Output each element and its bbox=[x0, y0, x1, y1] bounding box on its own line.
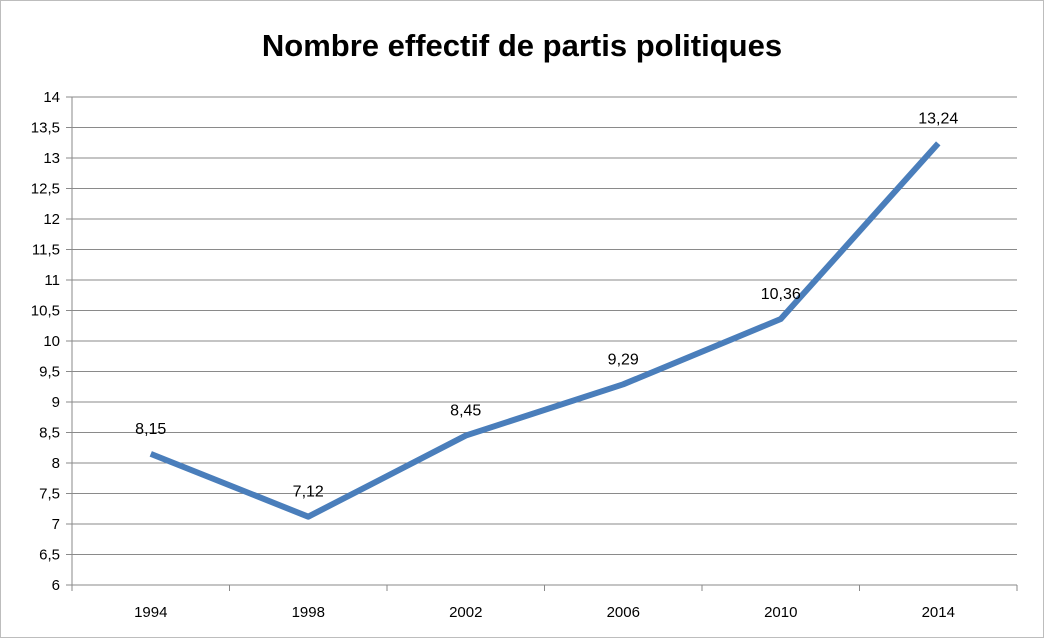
x-tick-label: 2006 bbox=[607, 604, 640, 621]
y-tick-label: 9 bbox=[52, 394, 60, 411]
data-label: 8,45 bbox=[450, 403, 481, 420]
y-tick-label: 8 bbox=[52, 455, 60, 472]
data-label: 9,29 bbox=[608, 351, 639, 368]
y-tick-label: 7,5 bbox=[39, 486, 60, 503]
series-line bbox=[149, 141, 941, 520]
y-tick-label: 13 bbox=[43, 150, 60, 167]
chart-title: Nombre effectif de partis politiques bbox=[261, 28, 783, 63]
y-tick-label: 10,5 bbox=[31, 303, 60, 320]
y-tick-label: 14 bbox=[43, 89, 60, 106]
data-label: 8,15 bbox=[135, 421, 166, 438]
y-tick-label: 13,5 bbox=[31, 120, 60, 137]
x-tick-label: 1994 bbox=[134, 604, 167, 621]
y-tick-label: 9,5 bbox=[39, 364, 60, 381]
y-tick-label: 6 bbox=[52, 577, 60, 594]
data-label: 10,36 bbox=[761, 286, 801, 303]
y-tick-label: 11,5 bbox=[32, 242, 60, 259]
x-tick-label: 2010 bbox=[764, 604, 797, 621]
data-label: 7,12 bbox=[293, 484, 324, 501]
y-tick-label: 6,5 bbox=[39, 547, 60, 564]
y-tick-label: 12 bbox=[43, 211, 60, 228]
y-tick-label: 8,5 bbox=[39, 425, 60, 442]
y-tick-label: 11 bbox=[44, 272, 60, 289]
y-tick-label: 10 bbox=[43, 333, 60, 350]
y-tick-label: 12,5 bbox=[31, 181, 60, 198]
x-tick-label: 2002 bbox=[449, 604, 482, 621]
x-tick-label: 2014 bbox=[922, 604, 955, 621]
data-label: 13,24 bbox=[918, 110, 958, 127]
y-tick-label: 7 bbox=[52, 516, 60, 533]
x-tick-label: 1998 bbox=[292, 604, 325, 621]
